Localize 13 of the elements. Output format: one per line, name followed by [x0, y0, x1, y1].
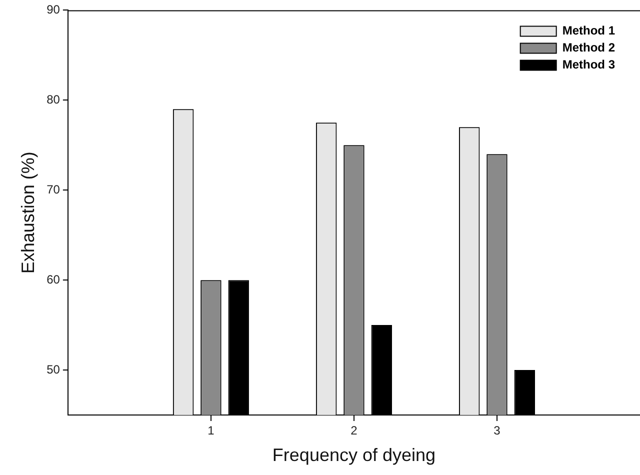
x-tick-label: 2 — [350, 424, 358, 438]
y-tick-label: 60 — [46, 272, 60, 286]
y-tick-label: 50 — [46, 362, 60, 376]
x-tick-label: 1 — [208, 424, 215, 438]
y-tick-label: 70 — [46, 182, 60, 196]
legend-label: Method 2 — [562, 40, 616, 55]
y-axis-title: Exhaustion (%) — [18, 152, 38, 274]
y-tick-label: 90 — [46, 2, 60, 17]
legend-label: Method 3 — [562, 58, 616, 72]
x-axis-title: Frequency of dyeing — [272, 445, 436, 466]
x-tick-label: 3 — [494, 424, 501, 438]
legend-label: Method 1 — [562, 24, 616, 38]
y-tick-label: 80 — [46, 92, 60, 106]
